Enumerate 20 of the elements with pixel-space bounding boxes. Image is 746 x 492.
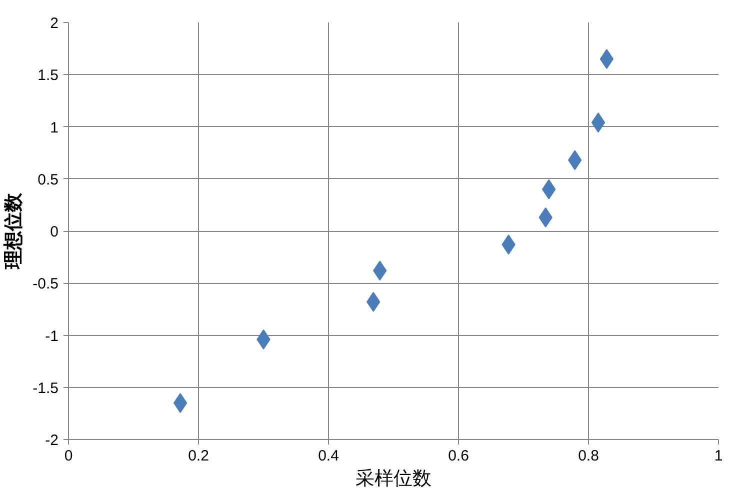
y-axis-title: 理想位数 xyxy=(2,192,25,270)
y-tick-label: 1 xyxy=(50,119,58,136)
point xyxy=(173,393,188,414)
y-tick-label: -0.5 xyxy=(32,276,59,293)
y-tick-label: 0 xyxy=(50,224,58,240)
y-tick-label: -1 xyxy=(45,328,59,345)
x-tick-label: 0.8 xyxy=(578,448,599,464)
y-tick-label: -2 xyxy=(45,432,59,449)
point xyxy=(591,112,606,133)
x-tick-label: 0.6 xyxy=(448,448,469,464)
y-tick-label: 1.5 xyxy=(38,67,59,84)
x-axis-title: 采样位数 xyxy=(356,468,432,490)
y-tick-label: -1.5 xyxy=(32,380,59,397)
y-tick-label: 2 xyxy=(50,15,58,32)
x-tick-label: 0.2 xyxy=(188,448,209,464)
x-tick-label: 0.4 xyxy=(318,448,339,464)
point xyxy=(600,48,614,69)
x-tick-label: 1 xyxy=(714,448,723,464)
y-tick-label: 0.5 xyxy=(38,171,59,188)
x-tick-label: 0 xyxy=(64,448,73,464)
